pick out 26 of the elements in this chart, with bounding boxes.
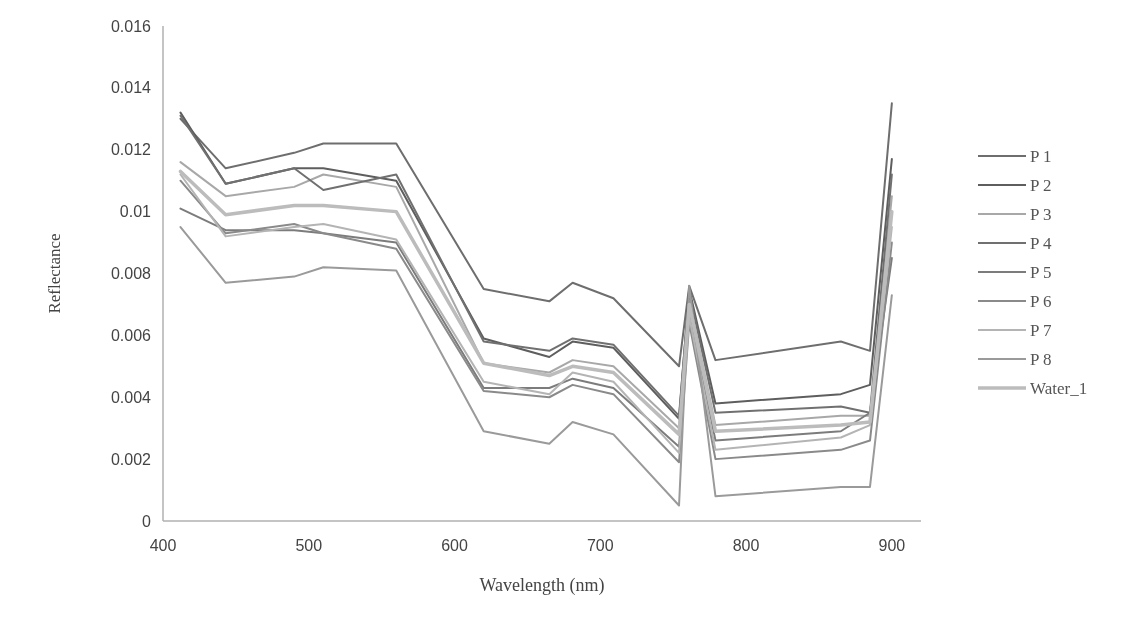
legend-label: P 1 [1030, 146, 1052, 166]
y-tick-label: 0.01 [119, 203, 152, 221]
x-tick-label: 600 [441, 537, 468, 554]
legend-label: P 8 [1030, 349, 1052, 369]
x-tick-label: 400 [149, 537, 177, 554]
y-tick-label: 0.008 [110, 265, 152, 283]
y-tick-label: 0.006 [110, 326, 152, 344]
y-tick-label: 0.014 [110, 79, 152, 97]
y-tick-label: 0 [142, 512, 152, 530]
legend-label: P 5 [1030, 262, 1052, 282]
x-tick-label: 900 [878, 537, 906, 554]
y-tick-label: 0.004 [110, 388, 152, 406]
x-axis-title: Wavelength (nm) [479, 575, 605, 596]
y-tick-label: 0.016 [110, 17, 152, 35]
legend-label: P 2 [1030, 175, 1052, 195]
y-tick-label: 0.002 [110, 450, 152, 468]
x-tick-label: 700 [586, 537, 614, 554]
y-axis-title: Reflectance [45, 233, 64, 314]
legend-label: P 7 [1030, 320, 1053, 340]
y-tick-label: 0.012 [110, 141, 152, 159]
legend-label: Water_1 [1030, 378, 1088, 398]
x-tick-label: 500 [295, 537, 323, 554]
x-tick-label: 800 [732, 537, 760, 554]
legend-label: P 4 [1030, 233, 1053, 253]
legend-label: P 6 [1030, 291, 1052, 311]
legend-label: P 3 [1030, 204, 1052, 224]
